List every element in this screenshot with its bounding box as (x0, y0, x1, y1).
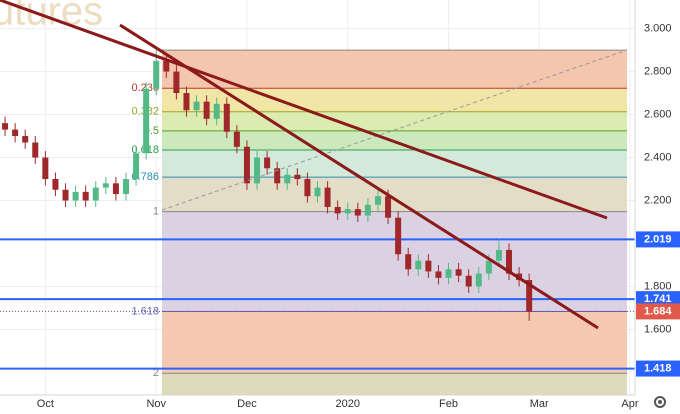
candle-body (2, 123, 9, 130)
fib-band (162, 211, 627, 312)
candle-body (314, 187, 321, 197)
candle-body (495, 249, 502, 261)
candle-body (465, 275, 472, 287)
candle-body (72, 191, 79, 201)
price-axis (635, 0, 680, 414)
candle-body (52, 179, 59, 190)
trend-line (161, 49, 628, 211)
candle-body (475, 273, 482, 287)
candle-body (243, 146, 250, 184)
x-tick-label: Apr (621, 398, 638, 410)
y-tick-label: 1.800 (644, 280, 672, 292)
candle-body (405, 254, 412, 270)
candle-body (374, 196, 381, 205)
trend-line (119, 23, 599, 330)
candle-body (133, 153, 140, 180)
candle-body (32, 142, 39, 158)
x-tick-label: 2020 (335, 398, 359, 410)
candle-body (526, 280, 533, 312)
candle-body (264, 157, 271, 169)
trend-lines (0, 0, 628, 330)
candle-body (213, 103, 220, 119)
fib-label: 1.618 (131, 305, 159, 317)
y-tick-label: 2.800 (644, 65, 672, 77)
candle-body (62, 189, 69, 201)
price-tag (636, 231, 680, 248)
x-tick-label: Dec (237, 398, 257, 410)
price-tag-label: 1.418 (644, 362, 672, 374)
candle-body (304, 179, 311, 197)
fib-label: 2 (153, 367, 159, 379)
candle-body (102, 183, 109, 188)
candle-body (92, 187, 99, 201)
fib-band (162, 111, 627, 131)
fib-band (162, 373, 627, 395)
axes: 1.600 1.800 2.200 2.400 2.600 2.800 3.000 Oct No… (37, 22, 680, 410)
price-tag (636, 291, 680, 308)
x-tick-label: Feb (439, 398, 458, 410)
candle-body (22, 136, 29, 143)
candle-body (385, 196, 392, 218)
candle-body (354, 209, 361, 216)
fib-band (162, 311, 627, 374)
fib-band (162, 177, 627, 212)
candle-body (506, 249, 513, 274)
candle-body (183, 93, 190, 111)
candle-body (344, 209, 351, 214)
candle-body (445, 269, 452, 278)
x-tick-label: Mar (530, 398, 549, 410)
candle-body (223, 103, 230, 132)
candle-body (122, 179, 129, 195)
candle-body (153, 60, 160, 89)
price-tag (636, 360, 680, 377)
candles (2, 50, 533, 321)
candle-body (143, 88, 150, 154)
candle-body (284, 174, 291, 184)
candle-body (364, 204, 371, 216)
candle-body (254, 157, 261, 184)
candle-body (274, 168, 281, 184)
x-tick-label: Nov (146, 398, 166, 410)
fib-label: 0.236 (131, 82, 159, 94)
settings-icon[interactable] (654, 396, 666, 408)
candle-body (12, 129, 19, 137)
candle-body (324, 187, 331, 207)
candle-body (233, 131, 240, 147)
y-tick-label: 3.000 (644, 22, 672, 34)
candle-body (82, 191, 89, 201)
fib-label: 1 (153, 206, 159, 218)
candle-body (42, 157, 49, 180)
candle-body (163, 60, 170, 72)
candle-body (193, 101, 200, 111)
y-tick-label: 2.200 (644, 194, 672, 206)
gear-center[interactable] (658, 400, 662, 404)
last-price-tag (636, 303, 680, 320)
x-tick-label: Oct (37, 398, 54, 410)
candle-body (415, 260, 422, 270)
gear[interactable] (654, 396, 666, 408)
trend-line (0, 0, 608, 220)
price-tag-label: 2.019 (644, 233, 672, 245)
y-tick-label: 2.400 (644, 151, 672, 163)
candle-body (112, 183, 119, 195)
candle-body (435, 271, 442, 278)
candle-body (455, 269, 462, 276)
fib-band (162, 50, 627, 89)
candle-body (395, 217, 402, 255)
candle-body (203, 101, 210, 119)
y-tick-label: 2.600 (644, 108, 672, 120)
candle-body (294, 174, 301, 180)
candle-body (334, 206, 341, 214)
last-price-label: 1.684 (644, 305, 672, 317)
y-tick-label: 1.600 (644, 323, 672, 335)
price-tag-label: 1.741 (644, 293, 672, 305)
candle-body (425, 260, 432, 272)
candle-body (173, 71, 180, 94)
candle-body (485, 260, 492, 274)
fib-band (162, 88, 627, 112)
fib-band (162, 149, 627, 178)
